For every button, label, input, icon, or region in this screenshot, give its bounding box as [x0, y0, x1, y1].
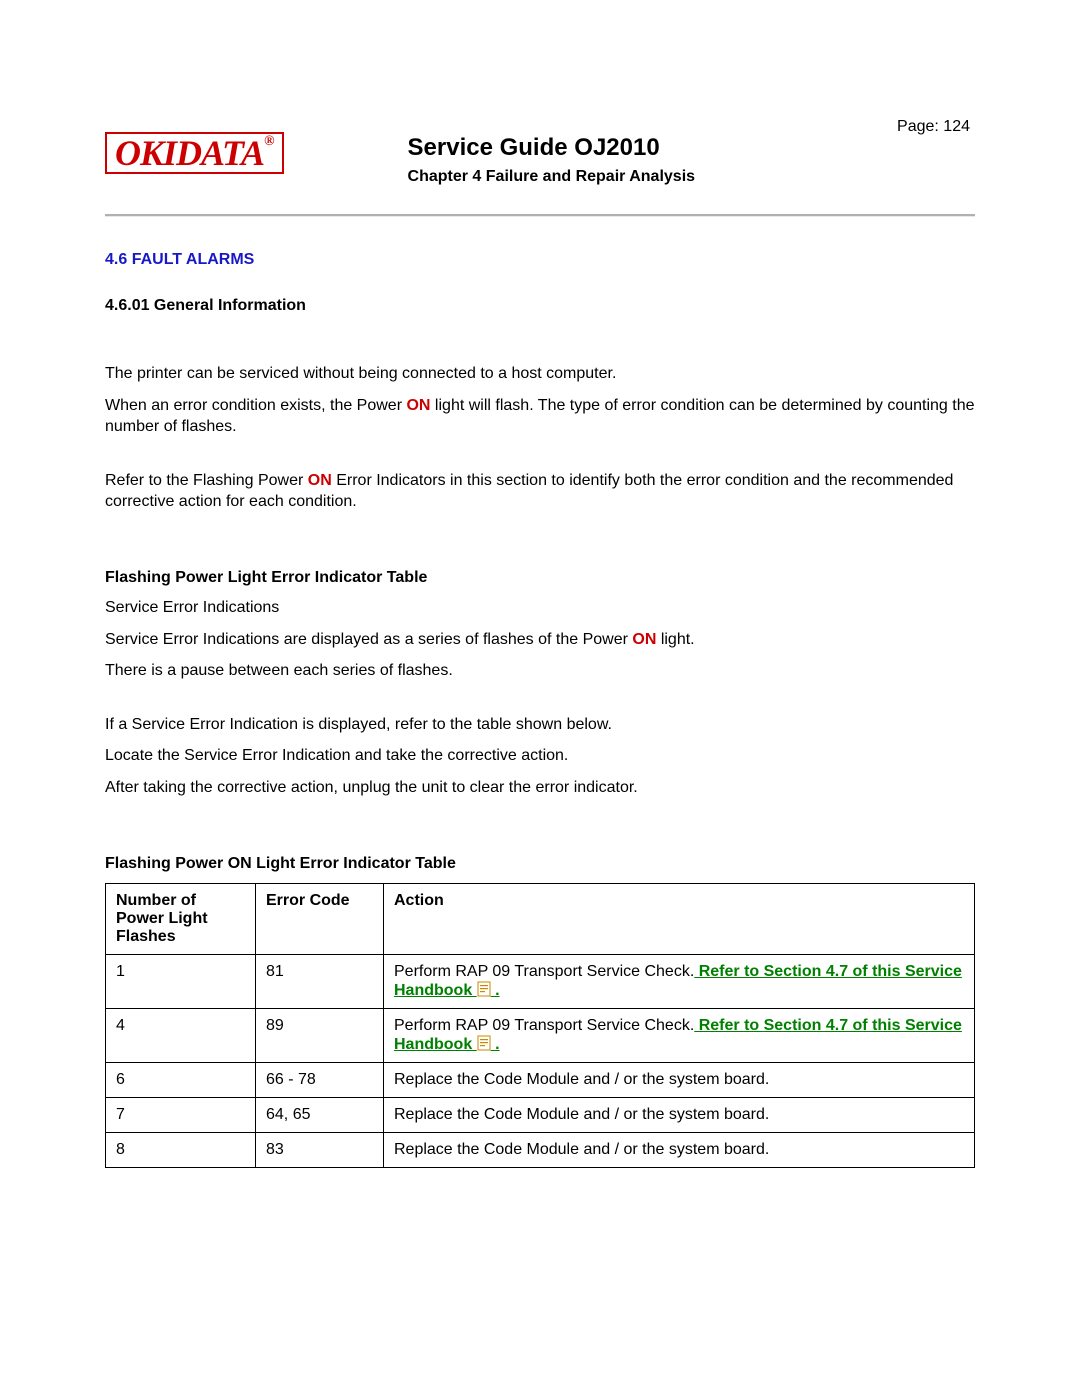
on-highlight: ON [406, 397, 430, 414]
table-row: 764, 65 Replace the Code Module and / or … [106, 1097, 975, 1132]
paragraph: If a Service Error Indication is display… [105, 714, 975, 736]
paragraph: Service Error Indications are displayed … [105, 629, 975, 651]
page: Page: 124 OKIDATA® Service Guide OJ2010 … [0, 0, 1080, 1397]
on-highlight: ON [632, 631, 656, 648]
cell-flashes: 1 [106, 954, 256, 1008]
cell-action: Replace the Code Module and / or the sys… [384, 1062, 975, 1097]
chapter-title: Chapter 4 Failure and Repair Analysis [408, 168, 975, 186]
logo: OKIDATA® [105, 132, 284, 174]
cell-action: Replace the Code Module and / or the sys… [384, 1132, 975, 1167]
cell-action: Perform RAP 09 Transport Service Check. … [384, 1008, 975, 1062]
action-text: Replace the Code Module and / or the sys… [394, 1071, 769, 1088]
cell-flashes: 6 [106, 1062, 256, 1097]
text: Refer to the Flashing Power [105, 472, 308, 489]
table-header-row: Number of Power Light Flashes Error Code… [106, 883, 975, 954]
text: When an error condition exists, the Powe… [105, 397, 406, 414]
error-indicator-table: Number of Power Light Flashes Error Code… [105, 883, 975, 1168]
paragraph: Refer to the Flashing Power ON Error Ind… [105, 470, 975, 513]
paragraph: When an error condition exists, the Powe… [105, 395, 975, 438]
action-text: Replace the Code Module and / or the sys… [394, 1106, 769, 1123]
link-trail: . [491, 1036, 500, 1053]
refer-to-link[interactable]: Refer to [694, 963, 763, 980]
table-row: 181Perform RAP 09 Transport Service Chec… [106, 954, 975, 1008]
link-trail: . [491, 982, 500, 999]
table-row: 666 - 78 Replace the Code Module and / or… [106, 1062, 975, 1097]
on-highlight: ON [308, 472, 332, 489]
text: light. [656, 631, 694, 648]
refer-to-link[interactable]: Refer to [694, 1017, 763, 1034]
action-text: Perform RAP 09 Transport Service Check. [394, 1017, 694, 1034]
column-header-error-code: Error Code [256, 883, 384, 954]
logo-text: OKIDATA® [105, 132, 284, 174]
document-icon [477, 1035, 491, 1051]
text: Service Error Indications are displayed … [105, 631, 632, 648]
cell-flashes: 7 [106, 1097, 256, 1132]
title-block: Service Guide OJ2010 Chapter 4 Failure a… [324, 110, 975, 186]
cell-action: Perform RAP 09 Transport Service Check. … [384, 954, 975, 1008]
table-heading: Flashing Power Light Error Indicator Tab… [105, 569, 975, 587]
cell-action: Replace the Code Module and / or the sys… [384, 1097, 975, 1132]
section-heading: 4.6 FAULT ALARMS [105, 251, 975, 269]
logo-reg: ® [264, 134, 273, 149]
cell-error-code: 64, 65 [256, 1097, 384, 1132]
document-title: Service Guide OJ2010 [408, 134, 975, 162]
paragraph: Locate the Service Error Indication and … [105, 745, 975, 767]
cell-error-code: 81 [256, 954, 384, 1008]
column-header-flashes: Number of Power Light Flashes [106, 883, 256, 954]
cell-error-code: 89 [256, 1008, 384, 1062]
cell-flashes: 8 [106, 1132, 256, 1167]
table-row: 883 Replace the Code Module and / or the … [106, 1132, 975, 1167]
action-text: Perform RAP 09 Transport Service Check. [394, 963, 694, 980]
cell-error-code: 66 - 78 [256, 1062, 384, 1097]
sub-heading: 4.6.01 General Information [105, 297, 975, 315]
divider [105, 214, 975, 217]
action-text: Replace the Code Module and / or the sys… [394, 1141, 769, 1158]
paragraph: Service Error Indications [105, 597, 975, 619]
paragraph: The printer can be serviced without bein… [105, 363, 975, 385]
header: OKIDATA® Service Guide OJ2010 Chapter 4 … [105, 110, 975, 186]
page-number: Page: 124 [897, 118, 970, 136]
document-icon [477, 981, 491, 997]
column-header-action: Action [384, 883, 975, 954]
paragraph: There is a pause between each series of … [105, 660, 975, 682]
paragraph: After taking the corrective action, unpl… [105, 777, 975, 799]
cell-error-code: 83 [256, 1132, 384, 1167]
table-heading: Flashing Power ON Light Error Indicator … [105, 855, 975, 873]
logo-word: OKIDATA [115, 133, 264, 173]
table-row: 489Perform RAP 09 Transport Service Chec… [106, 1008, 975, 1062]
cell-flashes: 4 [106, 1008, 256, 1062]
